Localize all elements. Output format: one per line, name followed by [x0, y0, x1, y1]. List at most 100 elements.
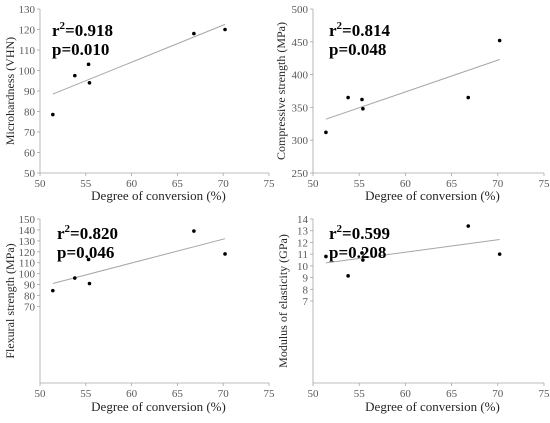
data-point [497, 252, 502, 256]
y-tick-label: 250 [292, 168, 309, 180]
p-value-label: p=0.010 [52, 40, 109, 59]
trendline [52, 238, 226, 284]
trendline [325, 59, 500, 120]
x-tick-label: 50 [35, 388, 47, 400]
data-point [466, 95, 471, 100]
panel-microhardness: 50 60 70 80 90 100 110 120 130 50 55 60 65 70 75 Degree… [3, 4, 275, 203]
y-tick-label: 14 [297, 214, 309, 226]
data-point [192, 229, 196, 233]
x-tick-label: 60 [400, 388, 412, 400]
y-tick-label: 110 [19, 258, 36, 270]
y-tick-label: 11 [297, 249, 308, 261]
r-squared-value: =0.918 [65, 21, 113, 40]
x-tick-label: 50 [35, 178, 47, 190]
x-tick-label: 75 [539, 388, 550, 400]
r-squared-superscript: 2 [337, 20, 343, 32]
y-tick-label: 150 [19, 214, 36, 226]
y-tick-label: 100 [19, 269, 36, 281]
x-tick-label: 75 [264, 178, 276, 190]
y-tick-label: 9 [303, 273, 309, 285]
x-tick-label: 75 [264, 388, 276, 400]
data-point [73, 73, 77, 78]
data-point [192, 31, 196, 36]
data-point [346, 95, 350, 100]
r-squared-value: =0.814 [342, 21, 390, 40]
x-tick-label: 70 [492, 388, 504, 400]
data-point [346, 274, 350, 278]
r-squared-label: r2=0.918 [52, 20, 113, 40]
x-tick-label: 55 [354, 178, 366, 190]
data-point [87, 81, 92, 85]
y-tick-label: 13 [297, 226, 309, 238]
x-tick-label: 60 [126, 388, 138, 400]
y-tick-label: 70 [24, 127, 36, 139]
y-tick-label: 130 [19, 236, 36, 248]
r-squared-label: r2=0.599 [329, 223, 390, 243]
y-tick-label: 12 [297, 237, 308, 249]
data-point [361, 258, 365, 262]
trendline [52, 23, 226, 95]
r-squared-label: r2=0.814 [329, 20, 390, 40]
y-tick-label: 100 [19, 66, 36, 78]
data-point [51, 288, 55, 293]
x-tick-label: 60 [400, 178, 412, 190]
x-tick-label: 50 [308, 178, 320, 190]
x-axis-label: Degree of conversion (%) [91, 188, 226, 203]
r-symbol: r [329, 224, 337, 243]
y-axis-label: Flexural strength (MPa) [3, 243, 17, 358]
y-tick-label: 110 [19, 45, 36, 57]
y-tick-label: 450 [292, 37, 309, 49]
data-point [466, 224, 471, 228]
x-tick-label: 50 [308, 388, 320, 400]
y-tick-label: 130 [19, 4, 36, 16]
data-point [86, 257, 91, 262]
y-tick-label: 120 [19, 25, 36, 37]
p-value-label: p=0.046 [57, 243, 114, 262]
r-squared-superscript: 2 [337, 223, 343, 235]
data-point [497, 38, 502, 43]
y-tick-label: 90 [24, 86, 36, 98]
y-axis-label: Microhardness (VHN) [3, 37, 17, 145]
data-point [324, 254, 328, 259]
y-tick-label: 120 [19, 247, 36, 259]
data-point [73, 276, 77, 280]
y-tick-label: 8 [303, 284, 309, 296]
data-point [324, 130, 328, 135]
x-tick-label: 70 [218, 178, 230, 190]
x-tick-label: 55 [80, 178, 92, 190]
r-squared-superscript: 2 [60, 20, 66, 32]
p-value-label: p=0.048 [329, 40, 386, 59]
data-point [51, 112, 55, 117]
y-tick-label: 90 [24, 280, 36, 292]
r-squared-superscript: 2 [65, 223, 71, 235]
data-point [223, 252, 227, 256]
y-tick-label: 7 [303, 296, 309, 308]
y-tick-label: 60 [24, 148, 36, 160]
data-point [223, 27, 227, 32]
r-symbol: r [52, 21, 60, 40]
x-tick-label: 70 [218, 388, 230, 400]
y-tick-label: 50 [24, 168, 36, 180]
x-axis-label: Degree of conversion (%) [91, 399, 226, 414]
y-tick-label: 400 [292, 70, 309, 82]
r-squared-value: =0.820 [70, 224, 118, 243]
data-point [360, 251, 364, 255]
x-tick-label: 65 [446, 388, 458, 400]
x-tick-label: 75 [539, 178, 550, 190]
y-tick-label: 80 [24, 107, 36, 119]
data-point [87, 281, 92, 286]
r-symbol: r [57, 224, 65, 243]
data-point [361, 106, 365, 111]
data-point [360, 97, 364, 102]
y-tick-label: 70 [24, 301, 36, 313]
y-tick-label: 500 [292, 4, 309, 16]
y-tick-label: 300 [292, 135, 309, 147]
x-tick-label: 55 [354, 388, 366, 400]
x-tick-label: 55 [80, 388, 92, 400]
y-axis-label: Modulus of elasticity (GPa) [276, 234, 290, 368]
y-axis-label: Compressive strength (MPa) [274, 22, 288, 160]
r-symbol: r [329, 21, 337, 40]
